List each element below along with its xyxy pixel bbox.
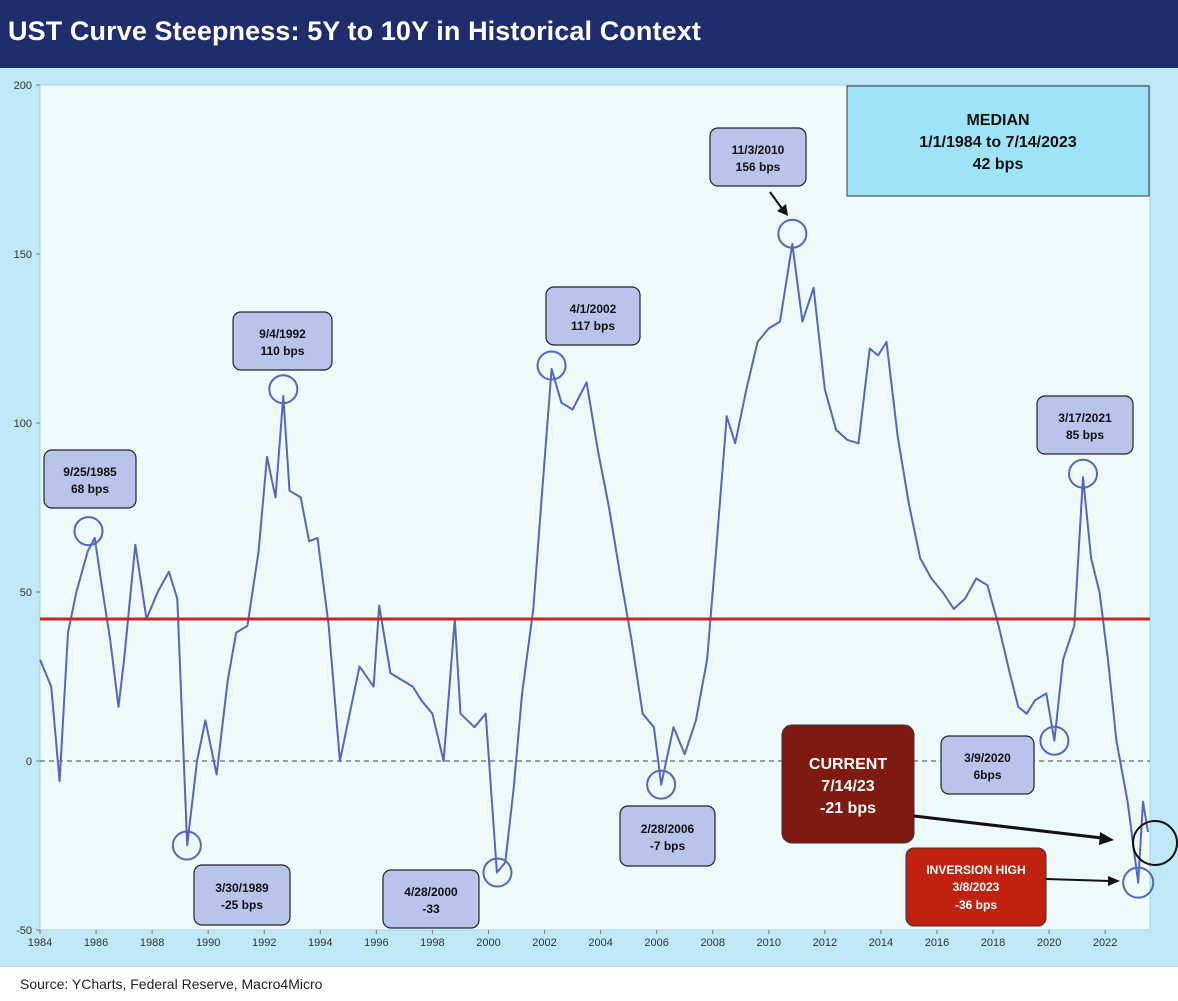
x-tick-label: 1996	[364, 937, 388, 949]
callout-box	[940, 735, 1035, 795]
inversion-box-line3: -36 bps	[955, 898, 997, 912]
peak-arrow-line	[769, 191, 784, 211]
annotation-circle	[536, 350, 567, 381]
callout-value: 85 bps	[1066, 428, 1104, 442]
callout-date: 4/1/2002	[570, 302, 617, 316]
annotation-circle	[646, 769, 677, 800]
callout-box	[709, 127, 807, 187]
callout-box	[619, 805, 716, 867]
series-layer	[39, 242, 1150, 884]
callout-value: 110 bps	[260, 344, 304, 358]
x-tick-label: 2016	[925, 937, 949, 949]
y-tick-label: 100	[14, 418, 32, 430]
y-tick-label: 200	[14, 80, 32, 92]
callout-date: 9/25/1985	[63, 465, 117, 479]
callout-box	[545, 286, 641, 346]
callout-box	[43, 449, 137, 509]
y-tick-label: 150	[14, 249, 32, 261]
callout-value: 156 bps	[736, 160, 781, 174]
current-box-line3: -21 bps	[820, 800, 876, 817]
header-bar: UST Curve Steepness: 5Y to 10Y in Histor…	[0, 0, 1178, 68]
x-tick-label: 1994	[308, 937, 332, 949]
x-tick-label: 2006	[644, 937, 668, 949]
y-tick-label: 0	[26, 756, 32, 768]
current-box-line2: 7/14/23	[821, 778, 874, 795]
callout-date: 3/9/2020	[964, 751, 1011, 765]
x-tick-label: 2004	[588, 937, 612, 949]
median-box-line1: MEDIAN	[966, 112, 1029, 129]
y-tick-label: -50	[16, 925, 32, 937]
current-box	[781, 724, 915, 844]
callout-date: 3/30/1989	[215, 881, 269, 895]
plot-background	[39, 84, 1151, 931]
inversion-box-line1: INVERSION HIGH	[926, 863, 1025, 877]
median-box-line2: 1/1/1984 to 7/14/2023	[919, 134, 1077, 151]
annotation-layer: 9/25/1985 68 bps 3/30/1989 -25 bps 9/4/1992 1…	[43, 85, 1178, 929]
annotation-circle	[1068, 458, 1099, 489]
y-tick-label: 50	[20, 587, 32, 599]
callout-box	[1036, 395, 1134, 455]
peak-arrow-head	[777, 204, 788, 216]
current-arrow-head	[1099, 832, 1114, 845]
x-tick-label: 1986	[84, 937, 108, 949]
x-tick-label: 2018	[981, 937, 1005, 949]
callout-value: -33	[422, 902, 440, 916]
x-tick-label: 2000	[476, 937, 500, 949]
callout-box	[382, 869, 480, 929]
x-tick-label: 2008	[700, 937, 724, 949]
x-tick-label: 1998	[420, 937, 444, 949]
chart-title: UST Curve Steepness: 5Y to 10Y in Histor…	[8, 16, 701, 46]
inversion-circle	[1122, 866, 1155, 899]
footer: Source: YCharts, Federal Reserve, Macro4…	[0, 966, 1178, 1001]
x-tick-label: 1990	[196, 937, 220, 949]
callout-date: 11/3/2010	[732, 143, 785, 157]
callout-value: 117 bps	[571, 319, 615, 333]
callout-date: 3/17/2021	[1058, 411, 1112, 425]
x-tick-label: 2022	[1093, 937, 1117, 949]
annotation-circle	[482, 857, 513, 888]
current-arrow-line	[913, 814, 1103, 840]
current-circle	[1132, 820, 1178, 866]
callout-date: 2/28/2006	[641, 822, 695, 836]
x-tick-label: 2002	[532, 937, 556, 949]
inversion-arrow-head	[1108, 876, 1120, 886]
callout-value: -25 bps	[221, 898, 263, 912]
x-tick-label: 1988	[140, 937, 164, 949]
callout-box	[193, 864, 291, 926]
inversion-box-line2: 3/8/2023	[953, 880, 1000, 894]
callout-value: -7 bps	[650, 839, 686, 853]
callout-box	[232, 311, 333, 371]
series-line	[39, 242, 1149, 884]
x-tick-label: 1992	[252, 937, 276, 949]
axis-layer: -50 0 50 100 150 200 1984 1986 1988 1990 1992 1994 1…	[14, 80, 1150, 949]
annotation-circle	[1039, 725, 1070, 756]
median-box	[846, 85, 1150, 197]
x-tick-label: 2012	[813, 937, 837, 949]
annotation-circle	[268, 374, 299, 405]
x-tick-label: 2010	[757, 937, 781, 949]
annotation-circle	[777, 218, 808, 249]
source-note: Source: YCharts, Federal Reserve, Macro4…	[20, 976, 323, 992]
callout-date: 4/28/2000	[404, 885, 458, 899]
median-box-line3: 42 bps	[973, 156, 1024, 173]
x-tick-label: 1984	[28, 937, 52, 949]
annotation-circle	[73, 516, 104, 547]
annotation-circle	[171, 830, 202, 861]
callout-date: 9/4/1992	[259, 327, 306, 341]
inversion-arrow-line	[1045, 878, 1111, 882]
inversion-box	[905, 847, 1047, 927]
callout-value: 6bps	[973, 768, 1001, 782]
x-tick-label: 2020	[1037, 937, 1061, 949]
x-tick-label: 2014	[869, 937, 893, 949]
current-box-line1: CURRENT	[809, 756, 887, 773]
callout-value: 68 bps	[71, 482, 109, 496]
